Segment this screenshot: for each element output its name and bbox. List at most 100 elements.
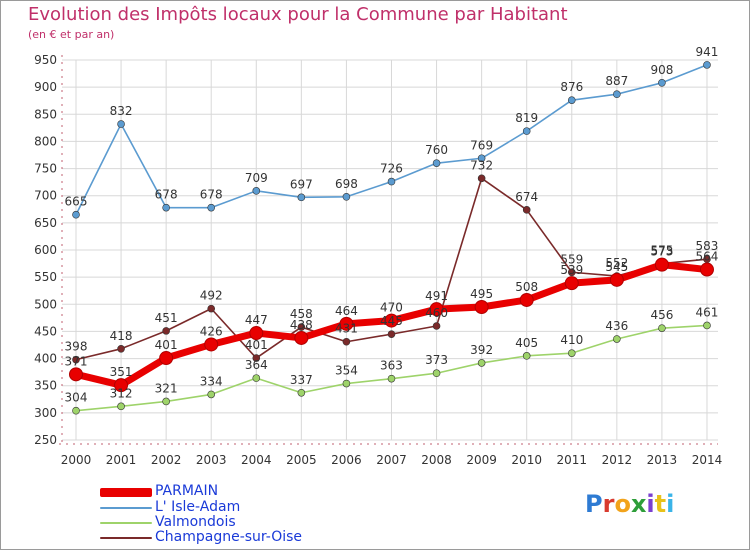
data-label-champagne-sur-oise: 674 [515,190,538,204]
x-tick-label: 2008 [421,453,452,467]
data-label-champagne-sur-oise: 451 [155,311,178,325]
data-label-champagne-sur-oise: 401 [245,338,268,352]
data-label-l-isle-adam: 908 [650,63,673,77]
data-label-parmain: 470 [380,301,403,315]
data-label-valmondois: 304 [65,391,88,405]
data-label-champagne-sur-oise: 559 [560,252,583,266]
data-point-champagne-sur-oise [567,268,576,277]
data-point-l-isle-adam [432,159,441,167]
data-point-l-isle-adam [703,61,711,69]
x-tick-label: 2003 [196,453,227,467]
data-label-parmain: 564 [696,250,719,264]
data-label-champagne-sur-oise: 583 [696,239,719,253]
y-tick-label: 350 [34,379,57,393]
x-tick-label: 2002 [151,453,182,467]
data-point-l-isle-adam [117,120,125,128]
data-label-champagne-sur-oise: 445 [380,314,403,328]
data-point-l-isle-adam [522,127,531,135]
data-point-parmain [564,276,579,291]
logo-letter: x [630,490,647,518]
data-point-valmondois [342,379,351,388]
legend-swatch [100,488,152,497]
data-point-valmondois [297,388,306,397]
legend-label: PARMAIN [155,483,219,499]
data-label-valmondois: 312 [110,386,133,400]
y-tick-label: 900 [34,80,57,94]
data-label-parmain: 495 [470,287,493,301]
x-tick-label: 2004 [241,453,272,467]
data-point-champagne-sur-oise [342,337,351,346]
data-label-parmain: 438 [290,318,313,332]
x-tick-label: 2006 [331,453,362,467]
logo-letter: i [666,490,675,518]
data-label-l-isle-adam: 941 [696,45,719,59]
data-label-champagne-sur-oise: 460 [425,306,448,320]
data-point-champagne-sur-oise [207,304,216,313]
y-tick-label: 450 [34,324,57,338]
x-tick-label: 2009 [466,453,497,467]
data-point-valmondois [162,397,170,406]
data-label-valmondois: 354 [335,364,358,378]
data-label-l-isle-adam: 698 [335,177,358,191]
data-label-valmondois: 364 [245,358,268,372]
data-point-valmondois [252,374,261,382]
data-label-l-isle-adam: 760 [425,143,448,157]
data-point-l-isle-adam [252,187,261,195]
y-tick-label: 950 [34,53,57,67]
y-tick-label: 750 [34,162,57,176]
data-point-valmondois [477,359,486,367]
data-label-valmondois: 373 [425,353,448,367]
data-point-l-isle-adam [297,193,306,202]
data-point-parmain [339,316,354,331]
data-point-champagne-sur-oise [297,323,306,331]
data-point-valmondois [613,335,621,343]
data-label-valmondois: 410 [560,333,583,347]
y-tick-label: 550 [34,270,57,284]
chart-title: Evolution des Impôts locaux pour la Comm… [28,4,568,25]
data-point-champagne-sur-oise [387,330,396,338]
data-point-valmondois [207,390,216,399]
legend-label: Valmondois [155,514,236,530]
data-point-valmondois [703,321,711,330]
data-point-champagne-sur-oise [522,206,531,214]
y-tick-label: 600 [34,243,57,257]
chart-subtitle: (en € et par an) [28,28,115,41]
data-label-parmain: 545 [605,260,628,274]
data-label-parmain: 508 [515,280,538,294]
data-label-valmondois: 337 [290,373,313,387]
data-label-champagne-sur-oise: 398 [65,340,88,354]
data-point-valmondois [72,406,80,415]
data-point-l-isle-adam [162,203,170,212]
data-label-champagne-sur-oise: 458 [290,307,313,321]
data-point-champagne-sur-oise [477,174,486,183]
data-point-valmondois [567,349,576,357]
data-label-l-isle-adam: 697 [290,177,313,191]
data-point-parmain [204,337,219,352]
data-point-parmain [159,351,174,366]
y-tick-label: 700 [34,189,57,203]
proxiti-logo: Proxiti [585,490,674,518]
data-label-valmondois: 461 [696,305,719,319]
data-label-valmondois: 321 [155,381,178,395]
data-point-l-isle-adam [207,203,216,212]
legend-swatch [100,507,152,509]
data-point-parmain [384,313,399,328]
data-label-champagne-sur-oise: 431 [335,322,358,336]
data-point-l-isle-adam [72,210,80,219]
data-point-valmondois [117,402,125,411]
x-tick-label: 2013 [647,453,678,467]
y-tick-label: 850 [34,107,57,121]
data-label-l-isle-adam: 726 [380,162,403,176]
data-label-valmondois: 334 [200,374,223,388]
data-point-champagne-sur-oise [252,354,261,362]
x-tick-label: 2000 [61,453,92,467]
logo-letter: P [585,490,603,518]
y-tick-label: 500 [34,297,57,311]
data-label-champagne-sur-oise: 552 [605,256,628,270]
legend-swatch [100,522,152,524]
legend-label: Champagne-sur-Oise [155,529,303,545]
data-label-l-isle-adam: 678 [155,188,178,202]
y-tick-label: 800 [34,134,57,148]
data-label-parmain: 351 [110,365,133,379]
